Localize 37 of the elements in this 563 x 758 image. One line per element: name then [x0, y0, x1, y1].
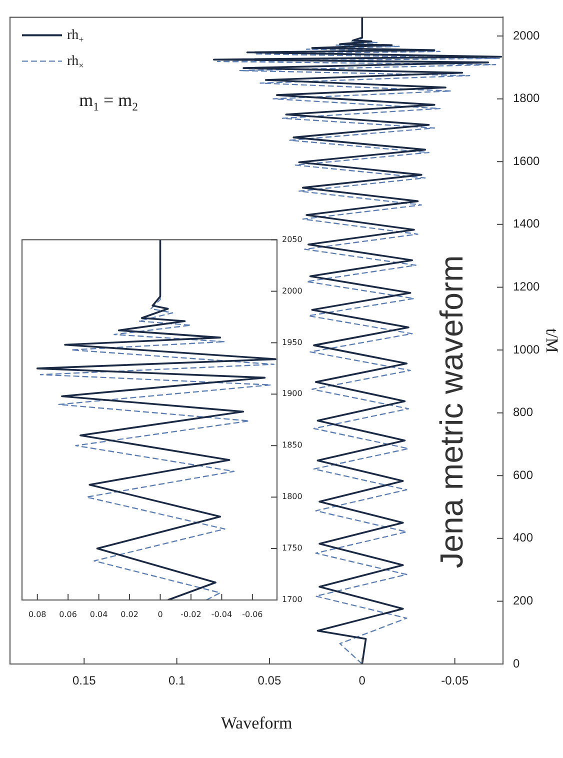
y-tick-label: 1750 — [282, 544, 302, 553]
y-axis-title: t/M — [542, 328, 562, 353]
y-tick-label: 0 — [513, 656, 520, 670]
y-tick-label: 1700 — [282, 595, 302, 604]
x-tick-label: 0.15 — [72, 674, 96, 688]
y-tick-label: 800 — [513, 405, 534, 420]
y-tick-label: 200 — [513, 594, 534, 608]
x-tick-label: 0.06 — [59, 610, 77, 619]
x-tick-label: 0.04 — [90, 610, 108, 619]
y-tick-label: 2000 — [513, 28, 540, 42]
legend-label: rh× — [67, 54, 84, 70]
y-tick-label: 1000 — [513, 342, 540, 356]
y-tick-label: 1600 — [513, 154, 540, 168]
x-tick-label: 0.08 — [28, 610, 46, 619]
x-tick-label: -0.06 — [242, 610, 263, 619]
x-tick-label: 0.05 — [258, 674, 282, 688]
x-tick-label: 0 — [158, 610, 163, 619]
y-tick-label: 1200 — [513, 280, 540, 294]
x-axis-title: Waveform — [220, 713, 292, 732]
x-tick-label: 0 — [358, 674, 366, 688]
y-tick-label: 2000 — [282, 286, 302, 296]
x-tick-label: -0.04 — [211, 610, 232, 619]
y-tick-label: 1400 — [513, 216, 540, 231]
x-tick-label: 0.1 — [168, 674, 186, 688]
x-tick-label: -0.05 — [441, 674, 469, 688]
y-tick-label: 1950 — [282, 338, 302, 347]
annotation: Jena metric waveform — [434, 255, 470, 568]
x-tick-label: -0.02 — [180, 610, 202, 619]
y-tick-label: 2050 — [282, 234, 302, 244]
y-tick-label: 1800 — [282, 492, 302, 502]
y-tick-label: 400 — [513, 530, 534, 545]
y-tick-label: 1800 — [513, 91, 540, 106]
x-tick-label: 0.02 — [120, 610, 138, 619]
y-tick-label: 1850 — [282, 440, 302, 450]
y-tick-label: 600 — [513, 468, 534, 482]
y-tick-label: 1900 — [282, 389, 302, 398]
legend-label: rh+ — [67, 28, 84, 44]
